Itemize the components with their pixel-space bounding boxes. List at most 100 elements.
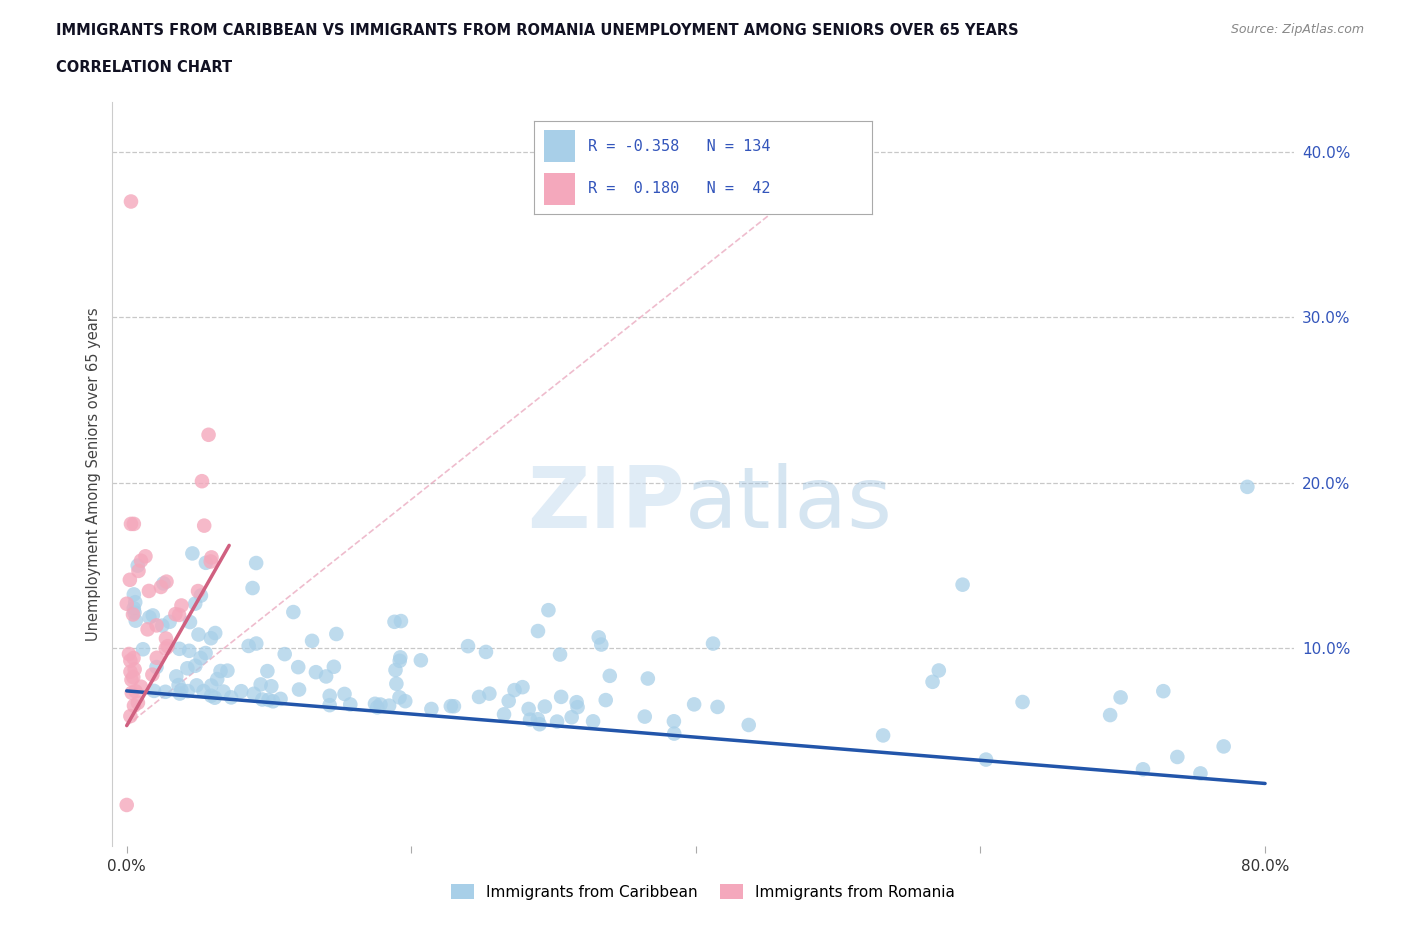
- Point: [204, 626, 226, 641]
- Point: [325, 627, 347, 642]
- Point: [1212, 739, 1234, 754]
- Point: [122, 587, 145, 602]
- Point: [156, 639, 179, 654]
- Point: [205, 671, 228, 686]
- Point: [283, 604, 305, 619]
- Point: [287, 659, 309, 674]
- Point: [333, 686, 356, 701]
- Point: [599, 669, 621, 684]
- Point: [565, 695, 588, 710]
- Point: [492, 707, 515, 722]
- Point: [193, 684, 215, 698]
- Point: [129, 553, 152, 568]
- Point: [200, 631, 222, 645]
- Point: [243, 686, 266, 701]
- Point: [200, 550, 222, 565]
- Point: [150, 618, 173, 633]
- Point: [706, 699, 728, 714]
- Point: [683, 697, 706, 711]
- Point: [384, 662, 406, 677]
- Point: [952, 578, 974, 592]
- Text: R =  0.180   N =  42: R = 0.180 N = 42: [588, 181, 770, 196]
- Point: [129, 679, 152, 694]
- Point: [517, 701, 540, 716]
- Point: [591, 637, 613, 652]
- Point: [1152, 684, 1174, 698]
- Point: [170, 598, 193, 613]
- Point: [637, 671, 659, 686]
- Point: [385, 676, 408, 691]
- Point: [124, 684, 146, 698]
- Point: [242, 580, 264, 595]
- Point: [127, 558, 149, 573]
- Point: [548, 647, 571, 662]
- Point: [190, 651, 212, 666]
- Point: [134, 549, 156, 564]
- Point: [200, 554, 222, 569]
- Y-axis label: Unemployment Among Seniors over 65 years: Unemployment Among Seniors over 65 years: [86, 308, 101, 641]
- Point: [394, 694, 416, 709]
- Point: [187, 627, 209, 642]
- Point: [475, 644, 498, 659]
- Point: [634, 710, 657, 724]
- Point: [322, 659, 344, 674]
- Point: [256, 664, 278, 679]
- Point: [120, 653, 142, 668]
- Point: [121, 672, 143, 687]
- Point: [124, 605, 146, 620]
- Point: [378, 698, 401, 713]
- Point: [595, 693, 617, 708]
- Point: [561, 710, 583, 724]
- Point: [567, 699, 589, 714]
- Point: [155, 684, 177, 699]
- Point: [155, 574, 177, 589]
- Point: [204, 690, 226, 705]
- Point: [974, 752, 997, 767]
- Text: atlas: atlas: [685, 462, 893, 546]
- Point: [122, 698, 145, 713]
- Point: [169, 686, 191, 701]
- Point: [389, 650, 412, 665]
- Point: [115, 596, 138, 611]
- Text: CORRELATION CHART: CORRELATION CHART: [56, 60, 232, 75]
- Point: [389, 614, 412, 629]
- Point: [155, 641, 177, 656]
- Point: [529, 717, 551, 732]
- Point: [209, 664, 232, 679]
- Point: [217, 663, 239, 678]
- Point: [193, 518, 215, 533]
- Point: [662, 714, 685, 729]
- Text: IMMIGRANTS FROM CARIBBEAN VS IMMIGRANTS FROM ROMANIA UNEMPLOYMENT AMONG SENIORS : IMMIGRANTS FROM CARIBBEAN VS IMMIGRANTS …: [56, 23, 1019, 38]
- Text: ZIP: ZIP: [527, 462, 685, 546]
- Point: [155, 631, 177, 646]
- Point: [252, 692, 274, 707]
- Point: [384, 615, 406, 630]
- Point: [231, 684, 253, 698]
- Point: [145, 659, 167, 674]
- Point: [124, 662, 146, 677]
- Point: [120, 516, 142, 531]
- Point: [550, 689, 572, 704]
- Point: [169, 642, 191, 657]
- Point: [238, 639, 260, 654]
- Point: [186, 678, 208, 693]
- Point: [122, 516, 145, 531]
- Point: [149, 579, 172, 594]
- Point: [191, 473, 214, 488]
- Point: [1109, 690, 1132, 705]
- Legend: Immigrants from Caribbean, Immigrants from Romania: Immigrants from Caribbean, Immigrants fr…: [444, 877, 962, 906]
- Point: [1099, 708, 1122, 723]
- Point: [315, 669, 337, 684]
- Point: [170, 683, 193, 698]
- Point: [257, 693, 280, 708]
- Point: [582, 714, 605, 729]
- Point: [738, 718, 761, 733]
- Point: [409, 653, 432, 668]
- Point: [142, 608, 165, 623]
- Point: [122, 607, 145, 622]
- Point: [468, 689, 491, 704]
- Point: [146, 650, 169, 665]
- Point: [270, 691, 292, 706]
- Point: [187, 584, 209, 599]
- Point: [120, 664, 142, 679]
